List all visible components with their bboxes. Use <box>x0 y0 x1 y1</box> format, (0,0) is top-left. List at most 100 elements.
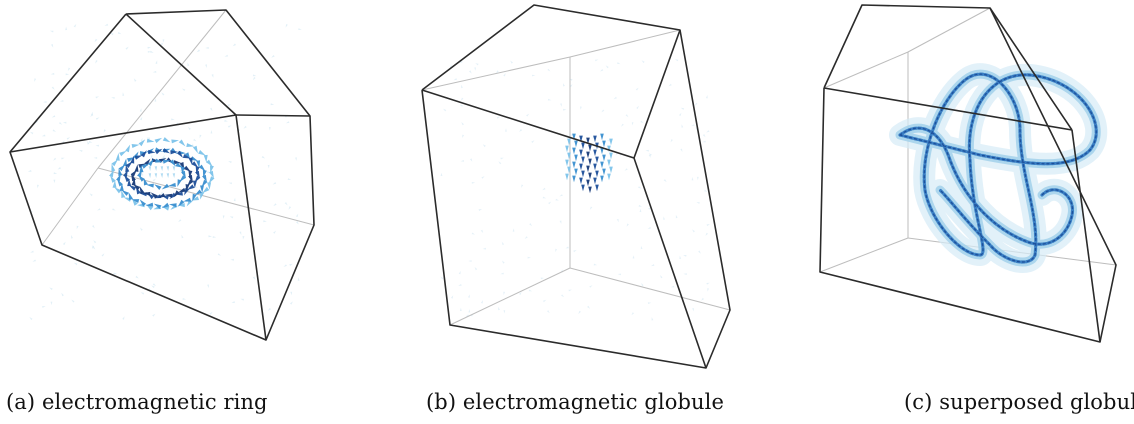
ring-vector <box>192 180 197 189</box>
faint-vector <box>224 54 228 57</box>
ring-vector <box>131 144 140 148</box>
ring-vector <box>154 137 163 144</box>
faint-vector <box>480 300 483 304</box>
faint-vector <box>52 129 56 132</box>
faint-vector <box>531 140 535 143</box>
faint-vector <box>640 245 643 250</box>
faint-vector <box>71 235 73 239</box>
globule-vector <box>593 135 597 143</box>
globule-vector <box>572 175 576 183</box>
faint-vector <box>512 228 515 232</box>
faint-vector <box>453 78 457 81</box>
faint-vector <box>505 128 507 132</box>
faint-vector <box>674 59 679 62</box>
faint-vector <box>683 273 687 275</box>
caption-electromagnetic-globule: (b) electromagnetic globule <box>426 390 724 414</box>
faint-vector <box>527 256 531 259</box>
faint-vector <box>680 107 685 110</box>
faint-vector <box>595 59 599 62</box>
faint-vector <box>60 100 64 102</box>
faint-vector <box>206 171 211 174</box>
faint-vector <box>290 291 293 296</box>
globule-vector <box>567 138 571 146</box>
faint-vector <box>272 182 277 185</box>
faint-vector <box>636 105 639 109</box>
globule-vector <box>572 161 576 169</box>
globule-vector <box>565 159 569 167</box>
ring-vector <box>173 190 180 198</box>
faint-vector <box>501 241 505 246</box>
ring-vector <box>182 154 191 159</box>
faint-vector <box>133 78 137 82</box>
faint-vector <box>496 70 499 74</box>
globule-vector <box>600 147 604 155</box>
faint-vector <box>474 67 476 71</box>
ring-vector <box>118 164 126 172</box>
cube-visible-edges <box>421 4 731 369</box>
globule-vector <box>593 163 597 171</box>
faint-vector <box>150 155 153 159</box>
ring-vector <box>133 184 141 191</box>
faint-vector <box>640 120 644 124</box>
faint-vector <box>212 236 217 238</box>
globule-vector <box>574 140 578 148</box>
ring-cube-plot <box>9 9 315 341</box>
faint-vector <box>210 130 213 134</box>
faint-vector <box>651 264 655 267</box>
faint-vector <box>298 28 302 30</box>
faint-vector <box>593 263 598 266</box>
ring-vector <box>191 161 199 168</box>
faint-vector <box>573 249 577 253</box>
faint-vector <box>529 223 532 227</box>
ring-vector <box>131 199 140 203</box>
faint-vector <box>645 149 649 152</box>
faint-vector <box>542 187 546 191</box>
faint-vector <box>122 316 125 320</box>
ring-vector <box>150 192 158 199</box>
faint-vector <box>141 172 144 176</box>
ring-vector <box>175 162 184 168</box>
ring-vector <box>115 153 120 161</box>
faint-vector <box>635 87 639 91</box>
faint-vector <box>92 245 95 249</box>
faint-vector <box>670 139 673 143</box>
faint-vector <box>32 259 36 262</box>
ring-vector <box>178 199 185 207</box>
superposed-cube-plot <box>819 4 1117 343</box>
faint-vector <box>563 83 565 87</box>
faint-vector <box>146 137 151 140</box>
caption-electromagnetic-ring: (a) electromagnetic ring <box>6 390 268 414</box>
faint-vector <box>30 131 34 135</box>
faint-vector <box>679 112 682 116</box>
ring-vector <box>185 184 190 192</box>
faint-vector <box>171 118 175 121</box>
faint-vector <box>521 184 524 188</box>
faint-vector <box>71 299 75 303</box>
faint-vector <box>587 305 590 309</box>
faint-vector <box>57 167 61 170</box>
ring-vector <box>125 161 133 168</box>
faint-vector <box>565 246 569 249</box>
faint-vector <box>135 275 139 279</box>
ring-vector <box>133 151 139 159</box>
globule-vector <box>609 166 613 174</box>
faint-vector <box>691 177 694 181</box>
ring-vector <box>161 183 170 190</box>
faint-vector <box>621 123 624 127</box>
ring-vector <box>121 190 126 198</box>
faint-vector <box>560 103 562 107</box>
ring-vector <box>202 169 207 178</box>
faint-vector <box>140 227 143 231</box>
faint-vector <box>524 236 528 239</box>
faint-vector <box>140 137 143 142</box>
faint-vector <box>273 203 277 207</box>
faint-vector <box>161 92 165 96</box>
faint-vector <box>35 120 38 124</box>
faint-vector <box>451 295 454 299</box>
faint-vector <box>519 291 522 295</box>
faint-vector <box>543 299 547 303</box>
faint-vector <box>271 55 275 58</box>
faint-vector <box>139 108 142 112</box>
faint-vector <box>705 232 708 236</box>
